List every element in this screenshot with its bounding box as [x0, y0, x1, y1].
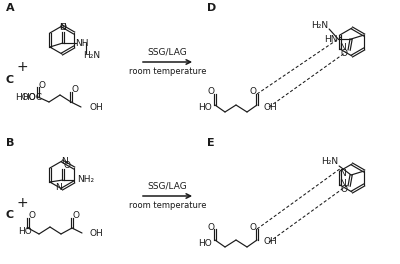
Text: O: O [59, 22, 66, 31]
Text: H₂N: H₂N [322, 158, 339, 167]
Text: H₂N: H₂N [83, 51, 100, 60]
Text: O: O [250, 87, 256, 97]
Text: +: + [16, 60, 28, 74]
Text: NH: NH [75, 39, 89, 48]
Text: N: N [56, 183, 62, 192]
Text: N: N [340, 180, 346, 188]
Text: OH: OH [89, 102, 103, 111]
Text: HN: HN [324, 35, 338, 44]
Text: O: O [341, 185, 348, 194]
Text: SSG/LAG: SSG/LAG [148, 48, 187, 56]
Text: SSG/LAG: SSG/LAG [148, 182, 187, 191]
Text: C: C [6, 210, 14, 220]
Text: C: C [6, 75, 14, 85]
Text: E: E [207, 138, 215, 148]
Text: OH: OH [263, 102, 277, 111]
Text: HO: HO [198, 238, 212, 248]
Text: H₂N: H₂N [312, 21, 329, 30]
Text: NH₂: NH₂ [77, 176, 94, 185]
Text: HOOC: HOOC [15, 93, 42, 102]
Text: O: O [341, 50, 348, 59]
Text: O: O [72, 211, 80, 220]
Text: HO: HO [198, 103, 212, 112]
Text: HO: HO [18, 227, 32, 235]
Text: +: + [16, 196, 28, 210]
Text: N: N [340, 168, 346, 177]
Text: A: A [6, 3, 15, 13]
Text: D: D [207, 3, 216, 13]
Text: N: N [61, 158, 67, 167]
Text: O: O [208, 223, 214, 232]
Text: room temperature: room temperature [129, 68, 206, 77]
Text: O: O [250, 223, 256, 232]
Text: N: N [340, 44, 346, 53]
Text: O: O [208, 87, 214, 97]
Text: OH: OH [263, 238, 277, 247]
Text: OH: OH [90, 229, 104, 238]
Text: O: O [63, 162, 70, 171]
Text: O: O [72, 86, 78, 95]
Text: O: O [28, 211, 36, 220]
Text: B: B [6, 138, 14, 148]
Text: O: O [38, 81, 46, 89]
Text: HO: HO [22, 92, 36, 101]
Text: room temperature: room temperature [129, 201, 206, 210]
Text: N: N [59, 22, 65, 31]
